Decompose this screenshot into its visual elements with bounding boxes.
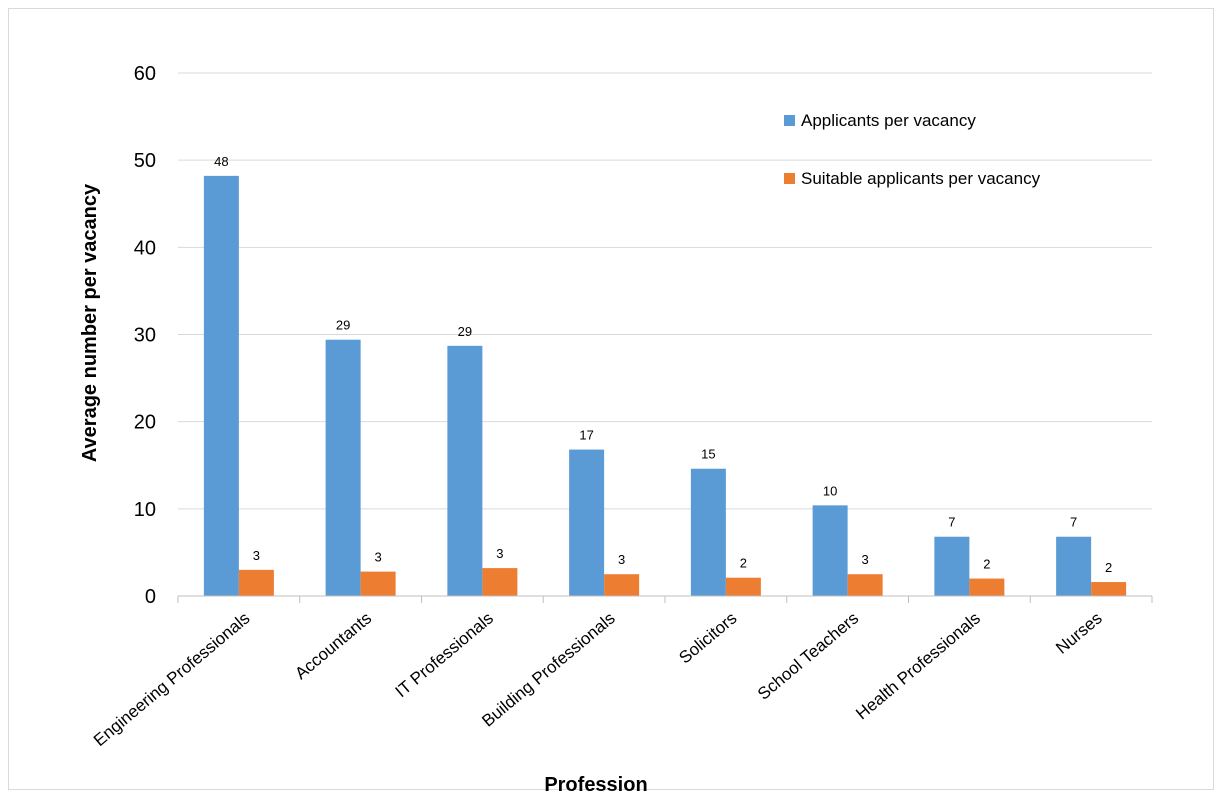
x-axis-title: Profession <box>544 774 647 796</box>
data-label: 3 <box>862 552 869 567</box>
data-label: 3 <box>375 550 382 565</box>
y-axis-title: Average number per vacancy <box>79 183 101 462</box>
data-label: 2 <box>1105 560 1112 575</box>
bar-suitable-applicants <box>847 574 883 596</box>
legend-label: Suitable applicants per vacancy <box>801 169 1041 188</box>
data-label: 29 <box>336 318 350 333</box>
x-tick-label: Nurses <box>1052 609 1105 658</box>
data-label: 3 <box>618 552 625 567</box>
bar-applicants <box>1056 536 1092 596</box>
bar-applicants <box>690 468 726 596</box>
bar-applicants <box>325 339 361 596</box>
x-tick-label: Solicitors <box>675 609 740 668</box>
bar-suitable-applicants <box>725 577 761 596</box>
legend: Applicants per vacancy Suitable applicant… <box>784 111 1041 188</box>
category-labels: Engineering Professionals Accountants IT P… <box>90 609 1106 751</box>
y-tick-label: 60 <box>134 63 156 85</box>
data-label: 3 <box>253 548 260 563</box>
y-tick-label: 40 <box>134 237 156 259</box>
bars <box>203 175 1127 596</box>
gridlines <box>178 72 1152 510</box>
legend-swatch <box>784 173 795 184</box>
bar-applicants <box>812 505 848 596</box>
data-label: 2 <box>983 557 990 572</box>
x-tick-label: Accountants <box>291 609 375 684</box>
y-tick-label: 0 <box>145 586 156 608</box>
bar-applicants <box>203 175 239 596</box>
y-tick-label: 30 <box>134 325 156 347</box>
y-axis-ticks: 0 10 20 30 40 50 60 <box>134 63 156 608</box>
bar-suitable-applicants <box>1091 582 1127 596</box>
bar-applicants <box>569 449 605 596</box>
data-label: 7 <box>1070 515 1077 530</box>
x-tick-label: Health Professionals <box>852 609 984 724</box>
data-label: 10 <box>823 483 837 498</box>
x-axis <box>177 595 1153 603</box>
legend-label: Applicants per vacancy <box>801 111 976 130</box>
x-tick-label: Engineering Professionals <box>90 609 254 751</box>
data-labels: 48 3 29 3 29 3 17 3 15 2 10 3 7 2 7 2 <box>214 154 1112 575</box>
bar-suitable-applicants <box>360 571 396 596</box>
data-label: 17 <box>579 428 593 443</box>
x-tick-label: Building Professionals <box>478 609 618 731</box>
bar-applicants <box>934 536 970 596</box>
data-label: 7 <box>948 515 955 530</box>
y-tick-label: 50 <box>134 150 156 172</box>
bar-suitable-applicants <box>238 569 274 596</box>
bar-suitable-applicants <box>482 568 518 596</box>
legend-swatch <box>784 115 795 126</box>
bar-suitable-applicants <box>969 578 1005 596</box>
y-tick-label: 20 <box>134 412 156 434</box>
x-tick-label: School Teachers <box>754 609 862 704</box>
data-label: 29 <box>458 324 472 339</box>
data-label: 3 <box>496 546 503 561</box>
bar-suitable-applicants <box>604 574 640 596</box>
y-tick-label: 10 <box>134 499 156 521</box>
bar-applicants <box>447 345 483 596</box>
data-label: 15 <box>701 447 715 462</box>
data-label: 2 <box>740 556 747 571</box>
data-label: 48 <box>214 154 228 169</box>
x-tick-label: IT Professionals <box>392 609 497 702</box>
